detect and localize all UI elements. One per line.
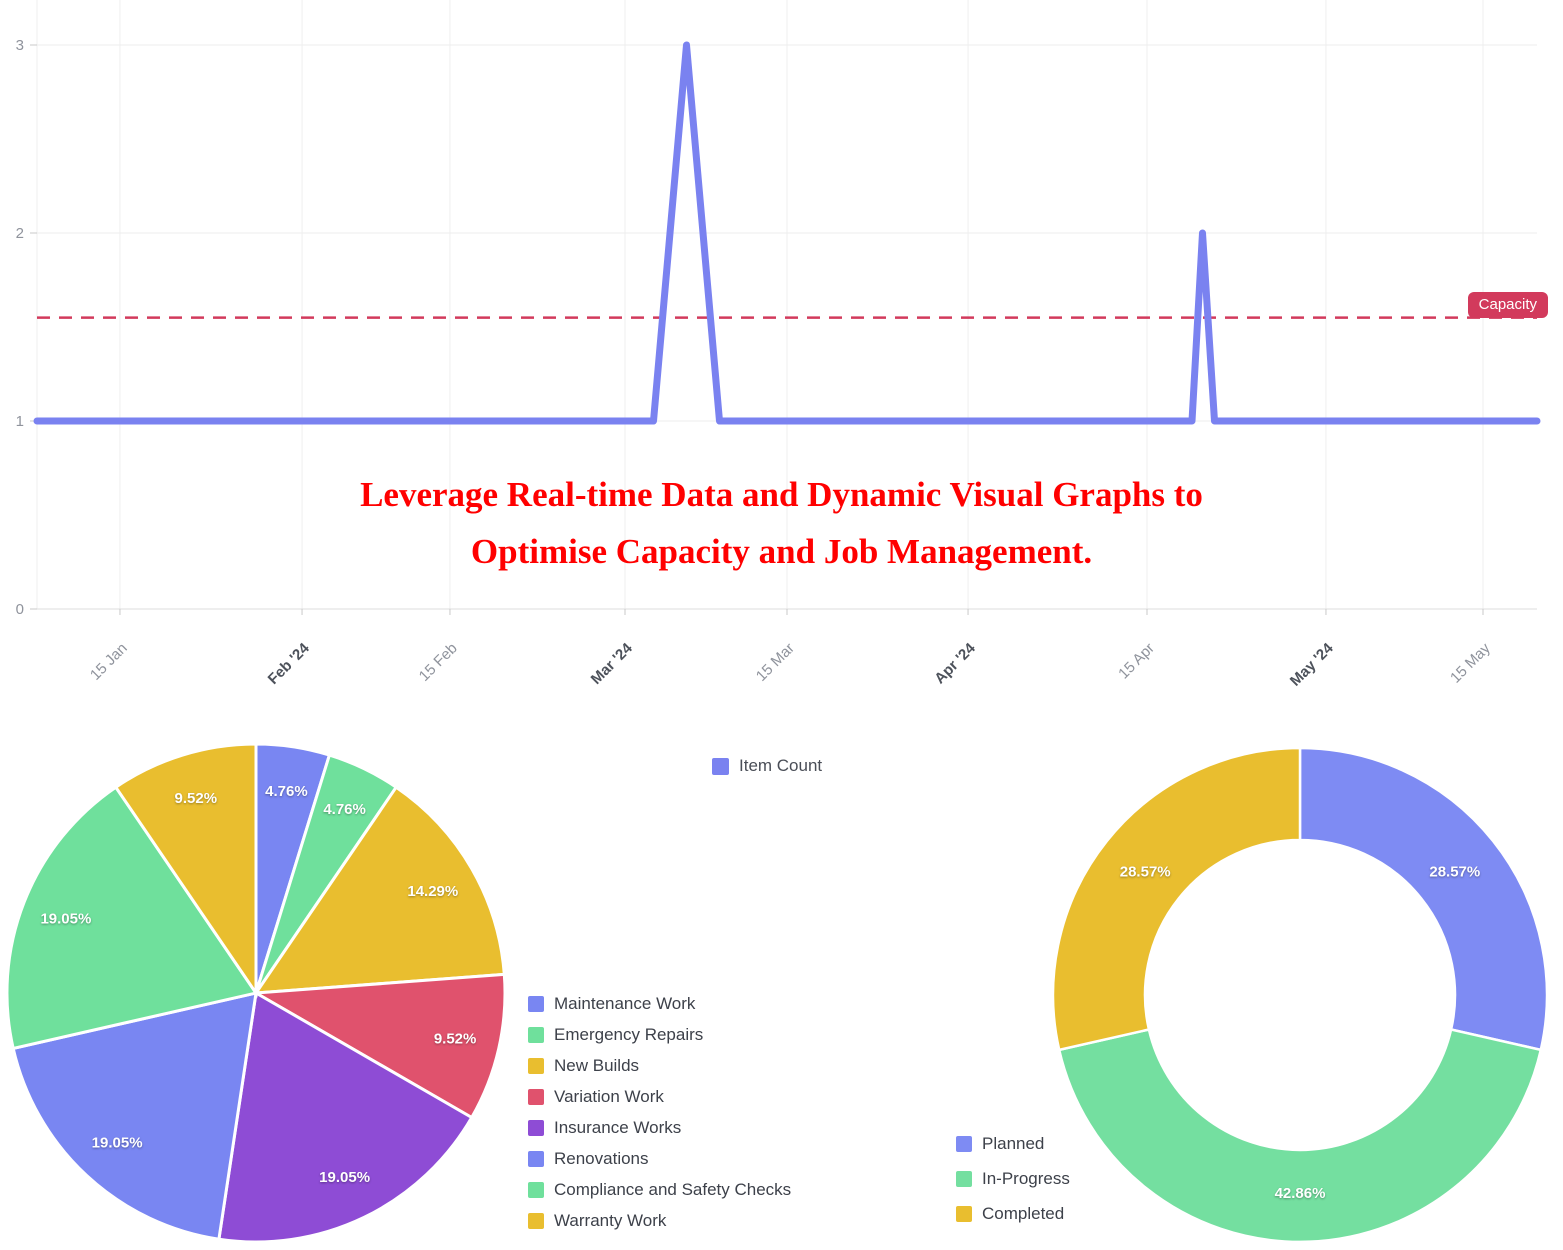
job-type-legend: Maintenance Work Emergency Repairs New Bui…	[528, 988, 791, 1236]
legend-swatch-icon	[956, 1205, 972, 1222]
pct-label: 9.52%	[175, 790, 218, 807]
legend-label: New Builds	[554, 1055, 640, 1075]
x-axis-label: 15 Mar	[753, 640, 798, 685]
pie-slice-warranty-work[interactable]	[113, 742, 258, 998]
legend-item-renovations[interactable]: Renovations	[528, 1143, 791, 1174]
y-axis-label: 0	[16, 601, 24, 618]
x-axis-label: 15 Feb	[416, 640, 461, 685]
pct-label: 4.76%	[265, 783, 308, 800]
legend-label: Maintenance Work	[554, 993, 696, 1013]
capacity-stripline-badge: Capacity	[1467, 292, 1548, 318]
item-count-series-line	[33, 41, 1541, 425]
x-axis-label: 15 May	[1447, 639, 1494, 686]
x-axis-label: Feb '24	[265, 639, 314, 688]
x-axis-label: Mar '24	[588, 639, 637, 688]
pie-slice-insurance-works[interactable]	[217, 990, 474, 1244]
donut-slice-in-progress[interactable]	[1057, 1028, 1543, 1244]
pct-label: 19.05%	[40, 910, 91, 927]
donut-slice-planned[interactable]	[1298, 746, 1549, 1052]
legend-swatch-icon	[956, 1135, 972, 1152]
pct-label: 19.05%	[92, 1135, 143, 1152]
legend-label: Item Count	[739, 756, 823, 775]
job-type-pie-chart: 4.76% 4.76% 14.29% 9.52% 19.05% 19.05% 19.05% 9…	[5, 742, 507, 1244]
pie-slice-compliance-and-safety-checks[interactable]	[5, 785, 259, 1051]
legend-item-warranty-work[interactable]: Warranty Work	[528, 1205, 791, 1236]
donut-slice-completed[interactable]	[1051, 746, 1302, 1052]
item-count-swatch-icon	[712, 757, 729, 775]
legend-item-insurance-works[interactable]: Insurance Works	[528, 1112, 791, 1143]
pct-label: 19.05%	[319, 1169, 370, 1186]
legend-item-in-progress[interactable]: In-Progress	[956, 1161, 1070, 1196]
legend-label: Emergency Repairs	[554, 1024, 704, 1044]
legend-swatch-icon	[528, 1150, 544, 1167]
x-axis-label: 15 Apr	[1115, 640, 1158, 683]
legend-label: Completed	[982, 1203, 1065, 1223]
legend-label: Warranty Work	[554, 1210, 667, 1230]
annotation-text: Leverage Real-time Data and Dynamic Visu…	[0, 466, 1563, 580]
legend-swatch-icon	[528, 1181, 544, 1198]
legend-swatch-icon	[528, 1057, 544, 1074]
legend-swatch-icon	[528, 1088, 544, 1105]
legend-label: Renovations	[554, 1148, 649, 1168]
annotation-line-1: Leverage Real-time Data and Dynamic Visu…	[360, 475, 1203, 514]
legend-item-variation-work[interactable]: Variation Work	[528, 1081, 791, 1112]
pie-slice-new-builds[interactable]	[253, 785, 506, 995]
pct-label: 28.57%	[1429, 864, 1480, 881]
y-axis-label: 1	[16, 413, 24, 430]
job-status-donut-chart: 28.57% 42.86% 28.57%	[1051, 746, 1549, 1244]
y-axis-label: 3	[16, 37, 24, 54]
legend-swatch-icon	[528, 1212, 544, 1229]
pie-slice-renovations[interactable]	[11, 991, 258, 1241]
legend-item-compliance-and-safety-checks[interactable]: Compliance and Safety Checks	[528, 1174, 791, 1205]
x-axis-label: Apr '24	[931, 639, 979, 687]
legend-label: Planned	[982, 1133, 1045, 1153]
legend-swatch-icon	[528, 995, 544, 1012]
pct-label: 4.76%	[323, 801, 366, 818]
legend-label: Insurance Works	[554, 1117, 682, 1137]
annotation-line-2: Optimise Capacity and Job Management.	[470, 532, 1093, 571]
legend-item-emergency-repairs[interactable]: Emergency Repairs	[528, 1019, 791, 1050]
pie-slice-variation-work[interactable]	[251, 972, 507, 1120]
pct-label: 28.57%	[1120, 864, 1171, 881]
legend-swatch-icon	[528, 1026, 544, 1043]
x-axis-label: May '24	[1287, 639, 1337, 689]
legend-item-new-builds[interactable]: New Builds	[528, 1050, 791, 1081]
legend-label: Variation Work	[554, 1086, 664, 1106]
legend-item-item-count[interactable]: Item Count	[712, 756, 822, 776]
x-axis-label: 15 Jan	[87, 640, 131, 684]
item-count-line-chart: 0 1 2 3 15 Jan Feb '24 15 Feb Mar '24 15 Mar Apr …	[16, 0, 1541, 690]
pct-label: 9.52%	[434, 1030, 477, 1047]
legend-item-completed[interactable]: Completed	[956, 1196, 1070, 1231]
legend-swatch-icon	[528, 1119, 544, 1136]
y-axis-label: 2	[16, 225, 24, 242]
pct-label: 14.29%	[407, 883, 458, 900]
legend-label: Compliance and Safety Checks	[554, 1179, 792, 1199]
legend-item-planned[interactable]: Planned	[956, 1126, 1070, 1161]
pct-label: 42.86%	[1275, 1185, 1326, 1202]
legend-swatch-icon	[956, 1170, 972, 1187]
job-status-legend: Planned In-Progress Completed	[956, 1126, 1070, 1231]
legend-item-maintenance-work[interactable]: Maintenance Work	[528, 988, 791, 1019]
legend-label: In-Progress	[982, 1168, 1070, 1188]
